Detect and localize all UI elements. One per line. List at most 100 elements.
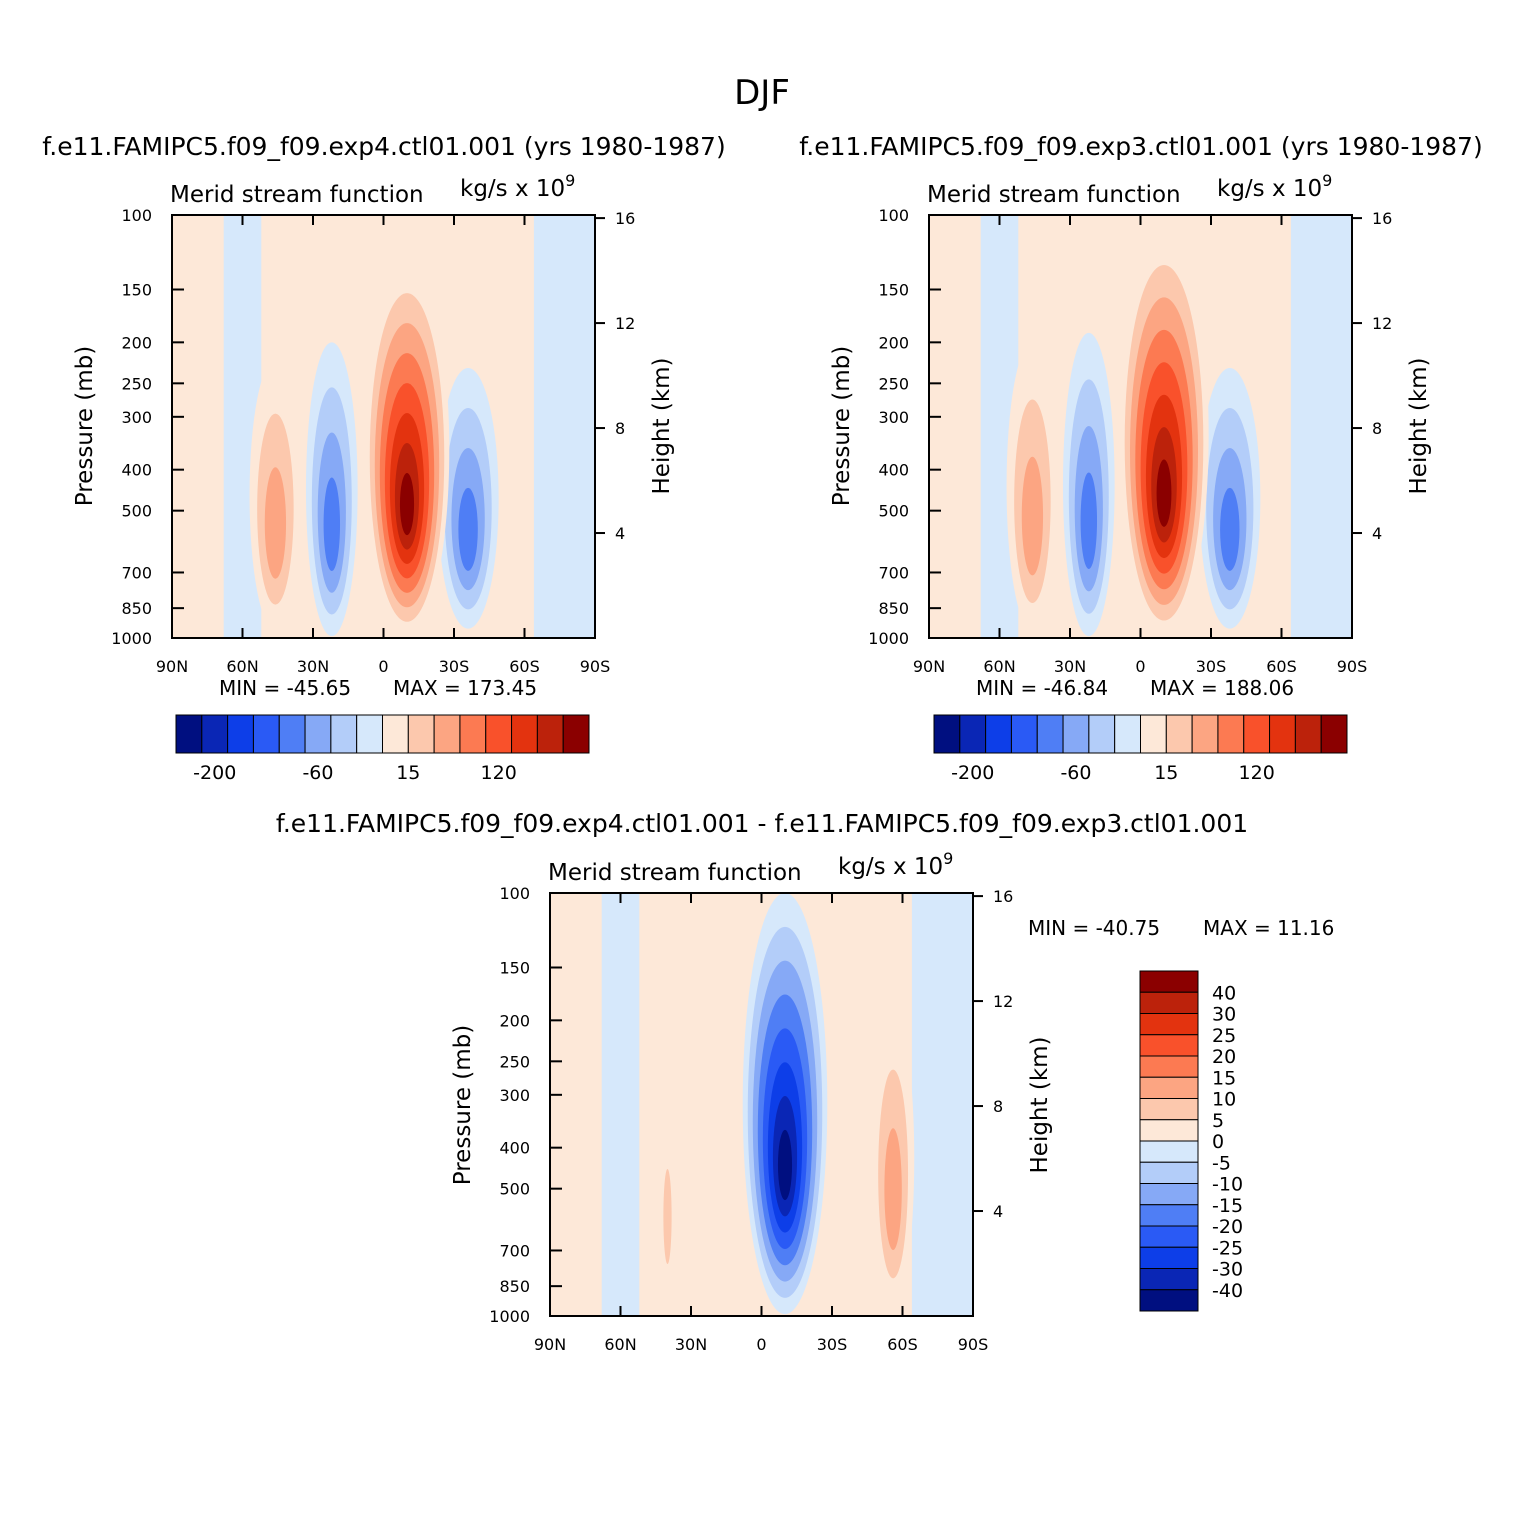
contour-level [458, 487, 478, 571]
y-tick-label: 150 [878, 280, 909, 299]
min-label: MIN = -45.65 [219, 676, 351, 700]
colorbar-box [985, 714, 1012, 754]
y-tick-label: 1000 [489, 1307, 530, 1326]
panel-difference: f.e11.FAMIPC5.f09_f09.exp4.ctl01.001 - f… [276, 809, 1335, 1354]
y2-tick-label: 8 [993, 1097, 1003, 1116]
colorbar-label: -60 [1060, 762, 1091, 784]
colorbar-label: 10 [1212, 1089, 1236, 1111]
y2-axis-label: Height (km) [649, 357, 675, 494]
colorbar-box [304, 714, 332, 754]
colorbar-box [252, 714, 280, 754]
max-label: MAX = 11.16 [1203, 916, 1334, 940]
colorbar-box [1139, 1140, 1199, 1163]
colorbar-box [1139, 1268, 1199, 1291]
x-tick-label: 30N [297, 657, 329, 676]
y-tick-label: 400 [121, 461, 152, 480]
colorbar-box [433, 714, 461, 754]
contour-level [399, 472, 415, 536]
x-tick-label: 60S [509, 657, 540, 676]
panel-left-label: Merid stream function [170, 182, 424, 208]
panel-top-right: f.e11.FAMIPC5.f09_f09.exp3.ctl01.001 (yr… [799, 132, 1482, 784]
panel-top-left: f.e11.FAMIPC5.f09_f09.exp4.ctl01.001 (yr… [42, 132, 725, 784]
colorbar-label: 25 [1212, 1025, 1236, 1047]
x-tick-label: 90S [1337, 657, 1368, 676]
x-tick-label: 30N [675, 1335, 707, 1354]
y-tick-label: 300 [878, 408, 909, 427]
colorbar-box [1139, 1119, 1199, 1142]
colorbar-box [536, 714, 564, 754]
colorbar-box [1010, 714, 1038, 754]
y2-tick-label: 4 [1372, 524, 1382, 543]
y-tick-label: 300 [121, 408, 152, 427]
y-tick-label: 250 [121, 374, 152, 393]
y2-tick-label: 16 [993, 887, 1013, 906]
colorbar-label: -200 [951, 762, 994, 784]
y2-tick-label: 16 [615, 209, 635, 228]
contour-plot: 90N 60N 30N 0 30S 60S 90S 100 150 200 250 300 400 500… [489, 884, 1013, 1354]
min-label: MIN = -40.75 [1028, 916, 1160, 940]
colorbar-box [1139, 970, 1199, 993]
colorbar-label: 30 [1212, 1004, 1236, 1026]
x-tick-label: 90S [958, 1335, 989, 1354]
colorbar-box [278, 714, 306, 754]
colorbar-label: -40 [1212, 1280, 1243, 1302]
contour-level [663, 1168, 672, 1265]
colorbar: -200 -60 15 120 [175, 714, 590, 784]
contour-plot: 90N 60N 30N 0 30S 60S 90S 100 150 200 250 300 400 500… [111, 206, 635, 676]
colorbar-label: -200 [193, 762, 236, 784]
y-tick-label: 100 [878, 206, 909, 225]
y-tick-label: 200 [121, 333, 152, 352]
weak-negative-band [601, 893, 640, 1316]
y-tick-label: 500 [878, 502, 909, 521]
colorbar-box [1140, 714, 1167, 754]
x-tick-label: 0 [378, 657, 388, 676]
colorbar-box [959, 714, 987, 754]
colorbar-label: -5 [1212, 1152, 1231, 1174]
x-tick-label: 60N [983, 657, 1015, 676]
y2-tick-label: 12 [993, 992, 1013, 1011]
y-tick-label: 200 [878, 333, 909, 352]
x-tick-label: 0 [1135, 657, 1145, 676]
colorbar-box [1217, 714, 1245, 754]
contour-level [1156, 459, 1172, 527]
contour-level [1220, 487, 1240, 571]
weak-negative-band [1290, 215, 1352, 638]
colorbar-label: -15 [1212, 1195, 1243, 1217]
y2-tick-label: 12 [615, 314, 635, 333]
panel-case-title: f.e11.FAMIPC5.f09_f09.exp4.ctl01.001 (yr… [42, 132, 725, 161]
contour-level [264, 467, 287, 579]
contour-plot: 90N 60N 30N 0 30S 60S 90S 100 150 200 250 300 400 500… [868, 206, 1392, 676]
y-tick-label: 500 [499, 1180, 530, 1199]
colorbar-box [1088, 714, 1116, 754]
y2-tick-label: 12 [1372, 314, 1392, 333]
colorbar-label: 5 [1212, 1110, 1224, 1132]
panel-left-label: Merid stream function [548, 860, 802, 886]
y-tick-label: 500 [121, 502, 152, 521]
contour-level [884, 1128, 902, 1251]
colorbar-label: 40 [1212, 982, 1236, 1004]
colorbar-box [1139, 1098, 1199, 1121]
y-axis-label: Pressure (mb) [450, 1025, 476, 1185]
y-axis-label: Pressure (mb) [72, 346, 98, 506]
panel-case-title: f.e11.FAMIPC5.f09_f09.exp4.ctl01.001 - f… [276, 809, 1248, 838]
colorbar-box [1139, 1204, 1199, 1227]
colorbar-box [485, 714, 513, 754]
colorbar-box [1191, 714, 1219, 754]
x-tick-label: 90N [913, 657, 945, 676]
contour-level [1080, 472, 1098, 569]
colorbar-box [459, 714, 487, 754]
colorbar-label: -60 [302, 762, 333, 784]
colorbar-box [1165, 714, 1193, 754]
y2-axis-label: Height (km) [1406, 357, 1432, 494]
colorbar-label: 15 [1212, 1067, 1236, 1089]
y-tick-label: 400 [878, 461, 909, 480]
y2-tick-label: 8 [1372, 419, 1382, 438]
y-tick-label: 850 [878, 599, 909, 618]
x-tick-label: 0 [756, 1335, 766, 1354]
colorbar-label: 15 [396, 762, 420, 784]
y-tick-label: 700 [121, 563, 152, 582]
colorbar-label: -20 [1212, 1216, 1243, 1238]
colorbar-box [1269, 714, 1296, 754]
contour-level [777, 1129, 793, 1201]
